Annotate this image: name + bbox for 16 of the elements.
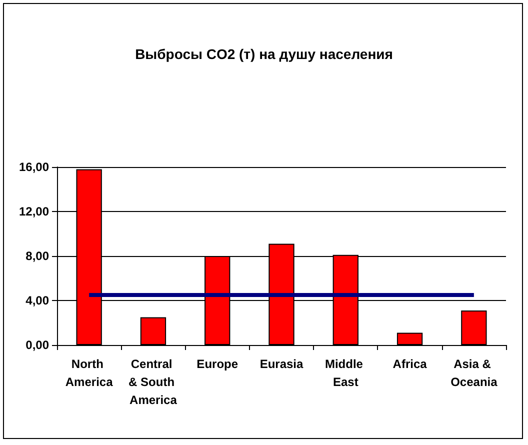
x-tick-label: Europe (196, 357, 238, 371)
x-tick-label: Asia & Oceania (450, 357, 498, 389)
x-tick-label: Central & South America (128, 357, 178, 407)
y-tick-label: 12,00 (18, 204, 50, 218)
bar (396, 332, 423, 345)
y-tick-label: 4,00 (26, 294, 50, 308)
bar (140, 317, 166, 345)
x-tick-label: Africa (392, 357, 428, 371)
bar (461, 310, 487, 345)
x-tick-label: North America (65, 357, 114, 389)
y-tick-label: 8,00 (26, 249, 50, 263)
x-tick-label: Middle East (324, 357, 366, 389)
y-tick-label: 0,00 (26, 338, 50, 352)
chart-title: Выбросы CO2 (т) на душу населения (135, 46, 393, 62)
y-tick-label: 16,00 (18, 160, 50, 174)
x-tick-label: Eurasia (260, 357, 304, 371)
